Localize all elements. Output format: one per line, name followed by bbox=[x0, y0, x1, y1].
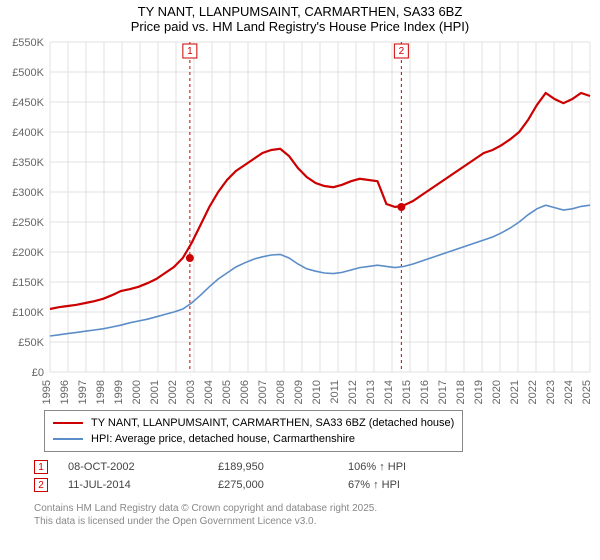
footer-row: 1 08-OCT-2002 £189,950 106% ↑ HPI bbox=[34, 458, 600, 476]
svg-text:2020: 2020 bbox=[491, 380, 503, 404]
svg-text:£350K: £350K bbox=[12, 157, 44, 169]
footer-pct: 106% ↑ HPI bbox=[348, 461, 406, 473]
svg-text:£450K: £450K bbox=[12, 97, 44, 109]
footer-marker-box: 1 bbox=[34, 460, 48, 474]
legend-label: HPI: Average price, detached house, Carm… bbox=[91, 433, 355, 445]
svg-text:2002: 2002 bbox=[167, 380, 179, 404]
footer-row: 2 11-JUL-2014 £275,000 67% ↑ HPI bbox=[34, 476, 600, 494]
svg-text:1: 1 bbox=[187, 46, 193, 57]
footer-price: £275,000 bbox=[218, 479, 328, 491]
svg-text:2005: 2005 bbox=[221, 380, 233, 404]
svg-text:2013: 2013 bbox=[365, 380, 377, 404]
footer-date: 11-JUL-2014 bbox=[68, 479, 198, 491]
svg-text:2014: 2014 bbox=[383, 380, 395, 404]
svg-text:2000: 2000 bbox=[131, 380, 143, 404]
svg-text:2008: 2008 bbox=[275, 380, 287, 404]
svg-text:2006: 2006 bbox=[239, 380, 251, 404]
svg-text:£100K: £100K bbox=[12, 307, 44, 319]
footer-pct: 67% ↑ HPI bbox=[348, 479, 400, 491]
svg-text:£300K: £300K bbox=[12, 187, 44, 199]
title-line-1: TY NANT, LLANPUMSAINT, CARMARTHEN, SA33 … bbox=[0, 4, 600, 19]
svg-text:1995: 1995 bbox=[41, 380, 53, 404]
marker-footer: 1 08-OCT-2002 £189,950 106% ↑ HPI 2 11-JUL-20… bbox=[34, 458, 600, 494]
svg-text:2011: 2011 bbox=[329, 380, 341, 404]
svg-text:2004: 2004 bbox=[203, 380, 215, 404]
svg-text:£550K: £550K bbox=[12, 37, 44, 49]
svg-text:£500K: £500K bbox=[12, 67, 44, 79]
svg-text:2018: 2018 bbox=[455, 380, 467, 404]
svg-text:2012: 2012 bbox=[347, 380, 359, 404]
svg-text:£200K: £200K bbox=[12, 247, 44, 259]
svg-text:2025: 2025 bbox=[581, 380, 593, 404]
marker-dot bbox=[186, 254, 194, 262]
svg-text:2019: 2019 bbox=[473, 380, 485, 404]
svg-text:1996: 1996 bbox=[59, 380, 71, 404]
legend-swatch bbox=[53, 438, 83, 440]
legend-swatch bbox=[53, 422, 83, 424]
chart-area: £0 £50K £100K £150K £200K £250K £300K £350K £400… bbox=[0, 34, 600, 404]
svg-text:2: 2 bbox=[399, 46, 405, 57]
attribution: Contains HM Land Registry data © Crown c… bbox=[34, 502, 600, 528]
footer-marker-box: 2 bbox=[34, 478, 48, 492]
legend-row: TY NANT, LLANPUMSAINT, CARMARTHEN, SA33 … bbox=[53, 415, 454, 431]
chart-svg: £0 £50K £100K £150K £200K £250K £300K £350K £400… bbox=[0, 34, 600, 404]
svg-text:2016: 2016 bbox=[419, 380, 431, 404]
svg-text:1998: 1998 bbox=[95, 380, 107, 404]
svg-text:2001: 2001 bbox=[149, 380, 161, 404]
chart-titles: TY NANT, LLANPUMSAINT, CARMARTHEN, SA33 … bbox=[0, 0, 600, 34]
svg-text:2021: 2021 bbox=[509, 380, 521, 404]
svg-text:£0: £0 bbox=[32, 367, 44, 379]
svg-text:1997: 1997 bbox=[77, 380, 89, 404]
footer-price: £189,950 bbox=[218, 461, 328, 473]
svg-text:£150K: £150K bbox=[12, 277, 44, 289]
svg-text:2022: 2022 bbox=[527, 380, 539, 404]
svg-text:2017: 2017 bbox=[437, 380, 449, 404]
svg-text:1999: 1999 bbox=[113, 380, 125, 404]
svg-text:2024: 2024 bbox=[563, 380, 575, 404]
svg-text:2007: 2007 bbox=[257, 380, 269, 404]
marker-dot bbox=[397, 203, 405, 211]
title-line-2: Price paid vs. HM Land Registry's House … bbox=[0, 19, 600, 34]
svg-text:£50K: £50K bbox=[18, 337, 44, 349]
legend-row: HPI: Average price, detached house, Carm… bbox=[53, 431, 454, 447]
attribution-line-1: Contains HM Land Registry data © Crown c… bbox=[34, 502, 600, 515]
legend-label: TY NANT, LLANPUMSAINT, CARMARTHEN, SA33 … bbox=[91, 417, 454, 429]
svg-text:2009: 2009 bbox=[293, 380, 305, 404]
footer-date: 08-OCT-2002 bbox=[68, 461, 198, 473]
svg-text:2010: 2010 bbox=[311, 380, 323, 404]
attribution-line-2: This data is licensed under the Open Gov… bbox=[34, 515, 600, 528]
svg-text:2015: 2015 bbox=[401, 380, 413, 404]
svg-text:£250K: £250K bbox=[12, 217, 44, 229]
svg-text:2023: 2023 bbox=[545, 380, 557, 404]
svg-text:2003: 2003 bbox=[185, 380, 197, 404]
legend: TY NANT, LLANPUMSAINT, CARMARTHEN, SA33 … bbox=[44, 410, 463, 452]
svg-text:£400K: £400K bbox=[12, 127, 44, 139]
